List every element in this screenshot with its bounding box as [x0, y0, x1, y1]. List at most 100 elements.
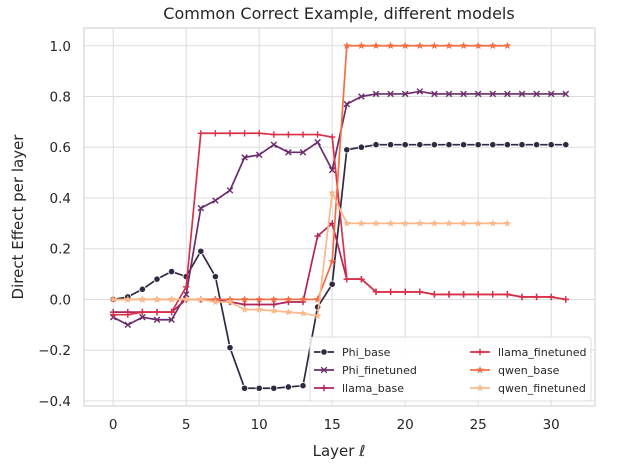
legend-label: qwen_base [498, 364, 560, 377]
data-point [240, 305, 249, 313]
data-point [445, 219, 453, 227]
y-ticks: −0.4 −0.2 0.0 0.2 0.4 0.6 0.8 1.0 [38, 39, 71, 410]
data-point [503, 141, 511, 149]
data-point [270, 141, 278, 148]
x-tick-label: 30 [543, 417, 560, 433]
data-point [401, 41, 410, 50]
data-point [402, 288, 409, 296]
legend-entry: qwen_finetuned [470, 382, 586, 395]
data-point [255, 384, 263, 392]
legend: Phi_base Phi_finetuned llama_base llama_fin… [309, 336, 592, 402]
data-point [518, 293, 526, 301]
data-point [226, 187, 234, 194]
data-point [197, 204, 205, 212]
data-point [124, 321, 132, 329]
data-point [488, 41, 497, 50]
data-point [269, 295, 278, 303]
data-point [562, 90, 570, 98]
legend-entry: llama_base [314, 382, 404, 395]
series-qwen_finetuned [109, 188, 512, 320]
data-point [343, 100, 351, 108]
data-point [387, 288, 394, 296]
legend-marker [320, 348, 328, 356]
legend-entry: Phi_base [314, 346, 391, 359]
data-point [153, 308, 161, 316]
data-point [285, 131, 292, 138]
data-point [270, 131, 277, 138]
data-point [299, 149, 307, 156]
data-point [503, 219, 512, 227]
data-point [548, 293, 555, 301]
y-tick-label: 0.2 [50, 242, 71, 258]
legend-marker [320, 366, 328, 374]
data-point [328, 280, 336, 288]
data-point [342, 41, 351, 50]
data-point [270, 301, 277, 308]
data-point [109, 295, 118, 303]
data-point [357, 143, 365, 151]
data-point [357, 41, 366, 50]
data-point [284, 307, 293, 316]
data-point [372, 219, 380, 227]
legend-label: llama_base [342, 382, 404, 395]
data-point [533, 90, 540, 98]
data-point [299, 382, 307, 390]
data-point [386, 219, 395, 227]
data-point [343, 146, 351, 154]
data-point [562, 296, 569, 303]
data-point [314, 131, 321, 138]
data-point [110, 311, 117, 318]
data-point [168, 316, 175, 324]
data-point [445, 291, 453, 298]
y-tick-label: 0.8 [50, 89, 71, 105]
data-point [196, 295, 205, 303]
data-point [401, 141, 409, 149]
legend-marker [476, 383, 484, 392]
data-point [284, 383, 292, 391]
data-point [401, 90, 409, 98]
data-point [533, 293, 540, 301]
data-point [489, 291, 496, 298]
data-point [547, 90, 555, 98]
data-point [445, 90, 453, 98]
data-point [256, 130, 263, 137]
data-point [197, 130, 204, 137]
data-point [415, 41, 424, 50]
data-point [328, 257, 337, 265]
data-point [124, 311, 131, 318]
data-point [212, 130, 219, 137]
data-point [416, 88, 424, 95]
y-tick-label: 0.6 [50, 140, 71, 156]
data-point [504, 90, 511, 98]
data-point [168, 308, 175, 316]
x-axis-label: Layer ℓ [313, 442, 366, 460]
x-tick-label: 25 [470, 417, 487, 433]
data-point [387, 90, 394, 98]
data-point [342, 219, 351, 227]
data-point [401, 219, 410, 227]
data-point [474, 219, 483, 227]
data-point [153, 295, 161, 303]
data-point [314, 138, 321, 146]
y-tick-label: −0.4 [38, 394, 71, 410]
y-tick-label: 0.4 [50, 191, 71, 207]
data-point [153, 275, 161, 283]
data-point [139, 308, 146, 316]
data-point [299, 295, 307, 303]
data-point [386, 141, 395, 149]
legend-label: qwen_finetuned [498, 382, 586, 395]
data-point [123, 295, 132, 303]
data-point [241, 154, 248, 161]
data-point [153, 316, 161, 324]
data-point [182, 291, 190, 298]
x-tick-label: 0 [109, 417, 118, 433]
data-point [518, 90, 526, 98]
data-point [226, 297, 234, 306]
data-point [474, 41, 483, 50]
data-point [240, 295, 249, 303]
series-line [113, 192, 508, 317]
y-axis-label: Direct Effect per layer [9, 134, 27, 300]
data-point [488, 219, 497, 227]
legend-entry: llama_finetuned [470, 346, 586, 359]
